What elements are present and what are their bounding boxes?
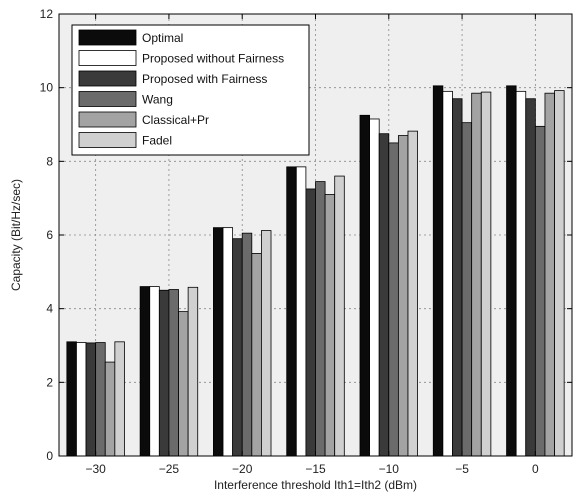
bar xyxy=(471,92,482,457)
legend-label: Wang xyxy=(142,93,173,107)
legend-swatch xyxy=(78,132,137,148)
axes: 0 2 4 6 8 10 12 −30 −25 −20 −15 −10 −5 0 xyxy=(40,7,572,476)
legend-swatch xyxy=(78,91,137,107)
bar xyxy=(480,91,492,457)
bar xyxy=(554,90,565,457)
bar xyxy=(76,342,87,457)
bar xyxy=(295,166,307,457)
bar xyxy=(324,194,336,457)
bar xyxy=(222,227,234,457)
x-tick-label: −15 xyxy=(305,462,326,476)
bar xyxy=(241,232,253,457)
bar xyxy=(397,135,409,457)
bar xyxy=(95,342,106,457)
x-tick-label: −25 xyxy=(159,462,180,476)
y-tick-label: 4 xyxy=(46,302,53,316)
legend-swatch xyxy=(78,29,137,46)
y-tick-label: 10 xyxy=(40,81,54,95)
bar xyxy=(334,175,345,457)
y-axis-title: Capacity (Bit/Hz/sec) xyxy=(9,179,23,291)
bar xyxy=(506,85,517,457)
bar xyxy=(178,311,189,457)
bar xyxy=(407,130,418,457)
bar xyxy=(66,341,77,457)
bar xyxy=(461,122,473,457)
y-tick-label: 12 xyxy=(40,7,54,21)
bar xyxy=(187,286,199,457)
bar xyxy=(452,98,463,457)
bar xyxy=(149,286,160,457)
bar xyxy=(85,342,97,457)
bar xyxy=(305,188,316,457)
bars xyxy=(66,85,565,457)
legend: Optimal Proposed without Fairness Proposed… xyxy=(71,24,310,156)
bar xyxy=(139,286,151,457)
y-tick-label: 2 xyxy=(46,375,53,389)
bar xyxy=(286,166,297,457)
bar xyxy=(158,289,170,457)
bar xyxy=(232,238,243,457)
bar xyxy=(442,90,453,457)
x-tick-label: −10 xyxy=(379,462,400,476)
bar xyxy=(213,227,224,457)
bar xyxy=(251,253,262,457)
x-tick-label: −30 xyxy=(85,462,106,476)
bar xyxy=(432,85,444,457)
legend-label: Optimal xyxy=(142,31,183,45)
bar xyxy=(261,230,272,457)
x-tick-label: 0 xyxy=(532,462,539,476)
legend-swatch xyxy=(78,111,137,128)
bar xyxy=(315,181,326,457)
legend-swatch xyxy=(78,70,137,87)
bar xyxy=(168,289,179,457)
y-tick-label: 8 xyxy=(46,154,53,168)
bar xyxy=(515,90,527,457)
bar xyxy=(114,341,125,457)
bar xyxy=(369,118,380,457)
legend-label: Fadel xyxy=(142,134,172,148)
bar xyxy=(544,92,555,457)
y-tick-label: 0 xyxy=(46,449,53,463)
bar xyxy=(359,114,370,457)
legend-label: Classical+Pr xyxy=(142,113,209,127)
x-axis-title: Interference threshold Ith1=Ith2 (dBm) xyxy=(214,478,417,492)
legend-label: Proposed with Fairness xyxy=(142,72,267,86)
legend-label: Proposed without Fairness xyxy=(142,52,284,66)
y-tick-label: 6 xyxy=(46,228,53,242)
x-tick-label: −20 xyxy=(232,462,253,476)
bar xyxy=(525,98,536,457)
bar xyxy=(388,142,399,457)
bar xyxy=(378,133,390,457)
bar xyxy=(104,361,116,457)
legend-swatch xyxy=(78,50,137,66)
x-tick-label: −5 xyxy=(455,462,469,476)
bar xyxy=(534,125,546,457)
